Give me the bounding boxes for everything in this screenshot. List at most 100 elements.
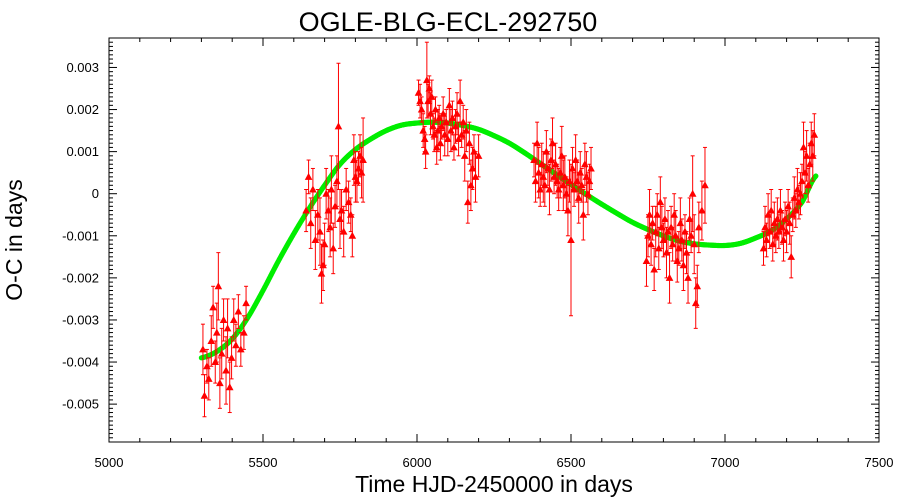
triangle-marker: [531, 177, 540, 185]
triangle-marker: [653, 210, 662, 218]
data-point: [431, 96, 440, 123]
triangle-marker: [536, 185, 544, 193]
triangle-marker: [427, 92, 436, 100]
triangle-marker: [464, 198, 472, 206]
triangle-marker: [450, 143, 458, 151]
triangle-marker: [557, 151, 566, 159]
triangle-marker: [693, 282, 702, 290]
triangle-marker: [564, 206, 572, 214]
data-point: [329, 222, 338, 275]
x-tick-label: 5000: [95, 455, 124, 470]
triangle-marker: [219, 315, 228, 323]
triangle-marker: [326, 223, 334, 231]
triangle-marker: [656, 198, 665, 206]
triangle-marker: [570, 185, 578, 193]
triangle-marker: [309, 185, 317, 193]
data-point: [698, 180, 706, 241]
triangle-marker: [222, 366, 230, 374]
triangle-marker: [567, 236, 575, 243]
y-tick-label: 0: [92, 186, 99, 201]
triangle-marker: [445, 101, 454, 109]
triangle-marker: [454, 135, 463, 142]
triangle-marker: [698, 206, 706, 214]
triangle-marker: [214, 282, 223, 290]
triangle-marker: [419, 126, 427, 134]
data-point: [232, 323, 240, 367]
triangle-marker: [648, 219, 657, 227]
triangle-marker: [533, 139, 541, 147]
triangle-marker: [242, 299, 250, 307]
data-point: [348, 214, 357, 258]
triangle-marker: [650, 265, 658, 273]
data-point: [810, 113, 819, 157]
data-point: [320, 222, 329, 266]
triangle-marker: [462, 126, 471, 134]
data-point: [207, 315, 216, 367]
triangle-marker: [647, 240, 655, 248]
triangle-marker: [317, 269, 326, 277]
triangle-marker: [240, 328, 248, 336]
triangle-marker: [207, 337, 216, 344]
y-tick-label: 0.003: [66, 60, 99, 75]
data-point: [650, 247, 658, 291]
data-point: [701, 146, 709, 224]
triangle-marker: [327, 185, 336, 193]
triangle-marker: [785, 219, 794, 227]
data-point: [304, 159, 313, 195]
triangle-marker: [767, 206, 775, 214]
data-point: [242, 285, 250, 321]
y-tick-label: -0.001: [62, 228, 99, 243]
triangle-marker: [431, 105, 440, 113]
triangle-marker: [798, 177, 806, 185]
triangle-marker: [568, 164, 577, 172]
triangle-marker: [225, 383, 234, 391]
triangle-marker: [311, 236, 320, 243]
triangle-marker: [237, 345, 245, 353]
data-point: [787, 235, 796, 279]
triangle-marker: [435, 113, 443, 121]
chart-title: OGLE-BLG-ECL-292750: [299, 7, 598, 37]
triangle-marker: [316, 227, 324, 235]
triangle-marker: [329, 244, 338, 252]
data-point: [462, 109, 471, 153]
triangle-marker: [306, 219, 315, 227]
triangle-marker: [425, 84, 434, 92]
triangle-marker: [577, 181, 586, 189]
triangle-marker: [217, 349, 226, 357]
data-point: [311, 210, 320, 270]
triangle-marker: [209, 303, 217, 311]
triangle-marker: [227, 353, 236, 361]
y-tick-label: -0.005: [62, 397, 99, 412]
triangle-marker: [229, 315, 238, 323]
data-point: [223, 298, 232, 359]
data-point: [214, 252, 223, 321]
x-tick-label: 6000: [403, 455, 432, 470]
triangle-marker: [444, 135, 452, 142]
triangle-marker: [676, 219, 685, 227]
triangle-marker: [320, 240, 329, 248]
data-point: [309, 167, 317, 212]
triangle-marker: [684, 273, 692, 281]
triangle-marker: [802, 151, 811, 159]
data-point: [222, 336, 230, 405]
triangle-marker: [671, 231, 680, 239]
data-point: [216, 357, 224, 409]
triangle-marker: [541, 181, 549, 189]
triangle-marker: [679, 261, 688, 269]
data-point: [695, 201, 703, 254]
triangle-marker: [414, 88, 423, 96]
triangle-marker: [654, 244, 663, 252]
data-point: [219, 298, 228, 342]
triangle-marker: [574, 193, 583, 201]
triangle-marker: [579, 210, 588, 218]
points-layer: [199, 41, 819, 418]
data-point: [229, 298, 238, 342]
data-point: [568, 146, 577, 190]
data-point: [531, 159, 540, 203]
data-point: [234, 294, 243, 329]
triangle-marker: [691, 299, 700, 307]
triangle-marker: [645, 210, 654, 218]
triangle-marker: [423, 76, 431, 84]
triangle-marker: [453, 109, 461, 117]
data-point: [421, 134, 430, 169]
